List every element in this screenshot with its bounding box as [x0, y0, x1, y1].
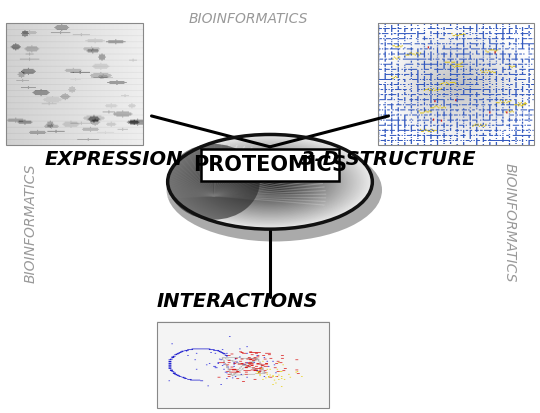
Ellipse shape [262, 178, 278, 185]
Ellipse shape [214, 156, 326, 208]
Ellipse shape [232, 164, 308, 199]
Ellipse shape [264, 179, 276, 185]
FancyBboxPatch shape [201, 149, 339, 181]
Text: EXPRESSION: EXPRESSION [45, 150, 183, 169]
Ellipse shape [255, 175, 285, 189]
Ellipse shape [167, 144, 260, 220]
Ellipse shape [192, 146, 348, 218]
Ellipse shape [169, 135, 371, 228]
Bar [6, 23, 144, 145]
Ellipse shape [259, 176, 281, 187]
Ellipse shape [179, 140, 361, 224]
Ellipse shape [190, 145, 350, 219]
Ellipse shape [222, 160, 318, 204]
Ellipse shape [191, 145, 349, 218]
Ellipse shape [207, 153, 333, 211]
Ellipse shape [266, 180, 274, 183]
Ellipse shape [224, 161, 316, 203]
Ellipse shape [178, 139, 362, 224]
Ellipse shape [249, 172, 291, 191]
Ellipse shape [219, 158, 321, 206]
Ellipse shape [257, 176, 283, 188]
Ellipse shape [208, 153, 332, 210]
Text: BIOINFORMATICS: BIOINFORMATICS [23, 163, 37, 282]
Ellipse shape [194, 147, 346, 217]
Bar [157, 322, 329, 408]
Bar [377, 23, 534, 145]
Ellipse shape [187, 143, 353, 220]
Ellipse shape [251, 173, 289, 191]
Ellipse shape [196, 147, 344, 216]
Ellipse shape [204, 151, 336, 213]
Text: INTERACTIONS: INTERACTIONS [157, 292, 319, 311]
Ellipse shape [176, 138, 364, 225]
Ellipse shape [265, 179, 275, 184]
Ellipse shape [231, 164, 309, 200]
Ellipse shape [206, 152, 334, 211]
Ellipse shape [182, 141, 358, 223]
Ellipse shape [218, 157, 322, 206]
Ellipse shape [202, 150, 338, 213]
Ellipse shape [228, 162, 312, 201]
Ellipse shape [186, 143, 354, 221]
Ellipse shape [174, 138, 366, 226]
Ellipse shape [248, 172, 292, 192]
Ellipse shape [233, 165, 307, 199]
Ellipse shape [245, 170, 295, 194]
Ellipse shape [183, 142, 357, 222]
Ellipse shape [167, 135, 373, 229]
Ellipse shape [226, 161, 314, 202]
Ellipse shape [247, 171, 293, 192]
Ellipse shape [242, 169, 298, 195]
Ellipse shape [212, 155, 328, 209]
Ellipse shape [211, 154, 329, 209]
Ellipse shape [177, 139, 363, 225]
Text: BIOINFORMATICS: BIOINFORMATICS [189, 12, 308, 26]
Ellipse shape [173, 137, 367, 227]
Text: 3-D STRUCTURE: 3-D STRUCTURE [301, 150, 476, 169]
Ellipse shape [210, 154, 330, 210]
Ellipse shape [252, 173, 288, 190]
Ellipse shape [205, 152, 335, 212]
Ellipse shape [198, 149, 342, 215]
Ellipse shape [215, 157, 325, 207]
Ellipse shape [188, 144, 352, 220]
Ellipse shape [220, 159, 320, 205]
Ellipse shape [267, 180, 273, 183]
Ellipse shape [234, 165, 306, 198]
Ellipse shape [239, 168, 301, 196]
Ellipse shape [238, 167, 302, 197]
Ellipse shape [269, 181, 271, 183]
Ellipse shape [246, 171, 294, 193]
Text: PROTEOMICS: PROTEOMICS [193, 155, 347, 175]
Ellipse shape [221, 159, 319, 204]
Ellipse shape [200, 149, 340, 214]
Ellipse shape [260, 177, 280, 187]
Ellipse shape [235, 166, 305, 198]
Ellipse shape [241, 168, 299, 195]
Ellipse shape [229, 163, 311, 201]
Ellipse shape [197, 148, 343, 216]
Ellipse shape [170, 135, 370, 228]
Ellipse shape [193, 146, 347, 217]
Ellipse shape [201, 150, 339, 214]
Ellipse shape [237, 166, 303, 197]
Ellipse shape [217, 157, 323, 206]
Ellipse shape [253, 174, 287, 190]
Ellipse shape [225, 161, 315, 202]
Ellipse shape [166, 139, 382, 242]
Ellipse shape [184, 142, 356, 221]
Ellipse shape [180, 140, 360, 223]
Text: BIOINFORMATICS: BIOINFORMATICS [503, 163, 517, 282]
Ellipse shape [261, 178, 279, 186]
Ellipse shape [172, 136, 368, 228]
Ellipse shape [256, 175, 284, 188]
Ellipse shape [243, 169, 297, 194]
